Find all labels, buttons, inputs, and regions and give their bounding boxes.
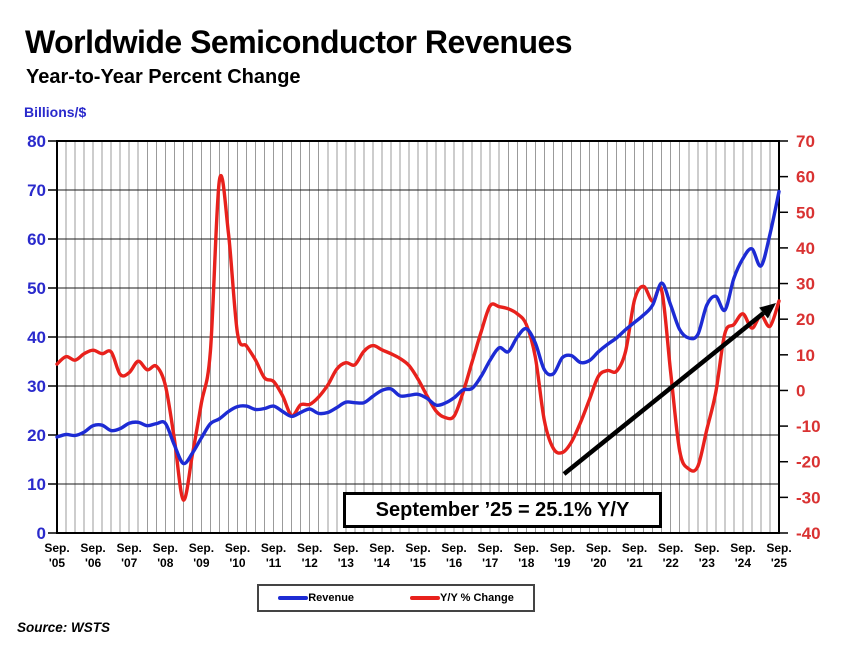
x-tick-month: Sep.	[369, 541, 394, 555]
x-tick-month: Sep.	[586, 541, 611, 555]
revenue-line	[55, 189, 781, 466]
legend-label-revenue: Revenue	[308, 592, 355, 604]
page-title: Worldwide Semiconductor Revenues	[25, 24, 573, 60]
x-tick-year: '25	[771, 556, 788, 570]
yoy-line-swatch	[410, 596, 441, 600]
x-tick-month: Sep.	[80, 541, 105, 555]
right-axis-tick-label: 50	[796, 203, 815, 222]
x-tick-year: '11	[266, 556, 282, 570]
left-axis-tick-label: 0	[37, 524, 46, 543]
right-axis-tick-label: -20	[796, 453, 821, 472]
right-axis-tick-label: 0	[796, 381, 805, 400]
x-tick-year: '21	[626, 556, 643, 570]
x-tick-month: Sep.	[225, 541, 250, 555]
x-tick-month: Sep.	[622, 541, 647, 555]
x-tick-year: '07	[121, 556, 138, 570]
x-tick-month: Sep.	[550, 541, 575, 555]
right-axis-tick-label: 20	[796, 310, 815, 329]
legend-item-revenue: Revenue	[278, 592, 354, 604]
x-tick-year: '09	[193, 556, 210, 570]
right-axis-tick-label: 10	[796, 346, 815, 365]
x-tick-year: '12	[302, 556, 319, 570]
x-tick-year: '15	[410, 556, 427, 570]
x-tick-year: '24	[735, 556, 752, 570]
left-axis-tick-label: 30	[27, 377, 46, 396]
legend: Revenue Y/Y % Change	[257, 584, 535, 612]
revenue-line-swatch	[278, 596, 309, 600]
legend-label-yoy: Y/Y % Change	[440, 592, 514, 604]
x-tick-month: Sep.	[189, 541, 214, 555]
right-axis-tick-label: -10	[796, 417, 821, 436]
left-axis-tick-label: 40	[27, 328, 46, 347]
x-tick-month: Sep.	[261, 541, 286, 555]
x-tick-month: Sep.	[44, 541, 69, 555]
x-tick-year: '23	[699, 556, 716, 570]
x-tick-month: Sep.	[117, 541, 142, 555]
right-axis-tick-label: 40	[796, 239, 815, 258]
x-axis-labels: Sep.'05Sep.'06Sep.'07Sep.'08Sep.'09Sep.'…	[44, 541, 791, 570]
x-tick-year: '19	[554, 556, 571, 570]
x-tick-month: Sep.	[766, 541, 791, 555]
x-tick-year: '05	[49, 556, 66, 570]
annotation-text: September ’25 = 25.1% Y/Y	[375, 498, 630, 521]
x-tick-month: Sep.	[730, 541, 755, 555]
x-tick-year: '16	[446, 556, 463, 570]
x-tick-year: '10	[229, 556, 246, 570]
left-axis-tick-label: 80	[27, 132, 46, 151]
legend-item-yoy: Y/Y % Change	[410, 592, 514, 604]
x-tick-month: Sep.	[405, 541, 430, 555]
x-tick-year: '18	[518, 556, 535, 570]
right-axis-tick-label: -40	[796, 524, 821, 543]
x-tick-month: Sep.	[658, 541, 683, 555]
right-axis-tick-label: 60	[796, 168, 815, 187]
x-tick-year: '14	[374, 556, 391, 570]
right-axis-tick-label: -30	[796, 488, 821, 507]
x-tick-month: Sep.	[694, 541, 719, 555]
x-tick-month: Sep.	[514, 541, 539, 555]
source-note: Source: WSTS	[17, 620, 111, 635]
x-tick-year: '17	[482, 556, 499, 570]
x-tick-month: Sep.	[153, 541, 178, 555]
x-tick-year: '08	[157, 556, 174, 570]
left-axis: 0 10 20 30 40 50 60 70 80	[27, 132, 57, 543]
annotation-arrow	[562, 303, 776, 476]
left-axis-tick-label: 70	[27, 181, 46, 200]
page-subtitle: Year-to-Year Percent Change	[26, 66, 301, 88]
x-tick-month: Sep.	[478, 541, 503, 555]
x-tick-month: Sep.	[297, 541, 322, 555]
left-axis-tick-label: 10	[27, 475, 46, 494]
annotation-callout: September ’25 = 25.1% Y/Y	[343, 492, 662, 528]
left-axis-unit-label: Billions/$	[24, 104, 87, 120]
right-axis-tick-label: 30	[796, 275, 815, 294]
x-tick-month: Sep.	[333, 541, 358, 555]
right-axis-tick-label: 70	[796, 132, 815, 151]
right-axis: -40 -30 -20 -10 0 10 20 30 40 50 60 70	[779, 132, 821, 543]
x-tick-month: Sep.	[441, 541, 466, 555]
left-axis-tick-label: 50	[27, 279, 46, 298]
left-axis-tick-label: 20	[27, 426, 46, 445]
x-tick-year: '06	[85, 556, 102, 570]
x-tick-year: '13	[338, 556, 355, 570]
x-tick-year: '22	[663, 556, 680, 570]
x-tick-year: '20	[590, 556, 607, 570]
left-axis-tick-label: 60	[27, 230, 46, 249]
